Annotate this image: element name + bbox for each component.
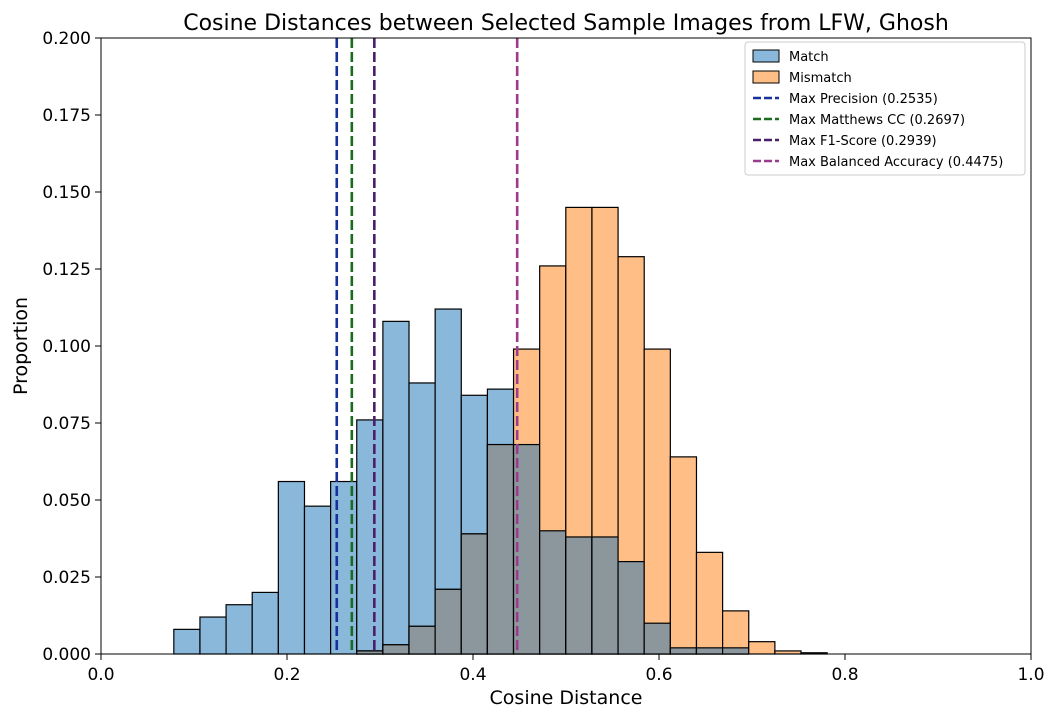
legend-label: Match [789, 50, 829, 65]
overlap-bar [617, 560, 645, 655]
y-tick-label: 0.000 [42, 645, 91, 665]
y-tick-label: 0.175 [42, 106, 91, 126]
legend: Match Mismatch Max Precision (0.2535) Max M… [744, 41, 1026, 176]
match-bar [303, 505, 332, 655]
overlap-bar [434, 588, 462, 655]
x-tick-label: 1.0 [1017, 665, 1044, 685]
y-axis-label: Proportion [10, 297, 32, 395]
legend-label: Mismatch [789, 71, 852, 86]
overlap-bar [722, 647, 750, 655]
overlap-bar [669, 647, 698, 655]
match-bar [408, 382, 436, 655]
x-axis-ticks: 0.0 0.2 0.4 0.6 0.8 1.0 [87, 654, 1045, 685]
overlap-bar [695, 647, 724, 655]
y-tick-label: 0.025 [42, 568, 91, 588]
mismatch-bar [669, 456, 698, 655]
match-bar [251, 591, 279, 655]
mismatch-bar [643, 348, 671, 655]
x-tick-label: 0.8 [831, 665, 858, 685]
legend-label: Max Matthews CC (0.2697) [789, 113, 965, 128]
mismatch-bar [748, 641, 776, 655]
legend-box [744, 41, 1026, 176]
x-tick-label: 0.2 [273, 665, 300, 685]
legend-swatch [752, 70, 780, 84]
match-bar [356, 419, 384, 655]
match-bar [330, 480, 358, 655]
overlap-bar [486, 443, 515, 655]
x-tick-label: 0.4 [459, 665, 486, 685]
y-tick-label: 0.075 [42, 414, 91, 434]
threshold-lines [335, 38, 519, 654]
overlap-bar [408, 625, 436, 655]
legend-swatch [752, 49, 780, 63]
y-tick-label: 0.050 [42, 491, 91, 511]
mismatch-bar [695, 551, 724, 655]
match-bar [277, 480, 306, 655]
overlap-bar [460, 533, 489, 655]
overlap-bar [539, 530, 567, 655]
overlap-bar [591, 536, 619, 655]
match-bar [225, 604, 253, 655]
chart-title: Cosine Distances between Selected Sample… [183, 11, 949, 36]
legend-label: Max Balanced Accuracy (0.4475) [789, 155, 1003, 170]
y-tick-label: 0.150 [42, 183, 91, 203]
match-bar [199, 616, 227, 655]
overlap-bar [382, 644, 410, 655]
x-axis-label: Cosine Distance [490, 687, 643, 709]
y-tick-label: 0.100 [42, 337, 91, 357]
match-bar [173, 628, 201, 655]
overlap-bar [643, 622, 671, 655]
legend-label: Max Precision (0.2535) [789, 92, 938, 107]
y-tick-label: 0.125 [42, 260, 91, 280]
legend-label: Max F1-Score (0.2939) [789, 134, 937, 149]
bars-group [173, 206, 828, 655]
x-tick-label: 0.0 [87, 665, 114, 685]
y-tick-label: 0.200 [42, 29, 91, 49]
match-bar [382, 320, 410, 655]
x-tick-label: 0.6 [645, 665, 672, 685]
y-axis-ticks: 0.000 0.025 0.050 0.075 0.100 0.125 0.150 0.175… [42, 29, 101, 665]
overlap-bar [565, 536, 593, 655]
